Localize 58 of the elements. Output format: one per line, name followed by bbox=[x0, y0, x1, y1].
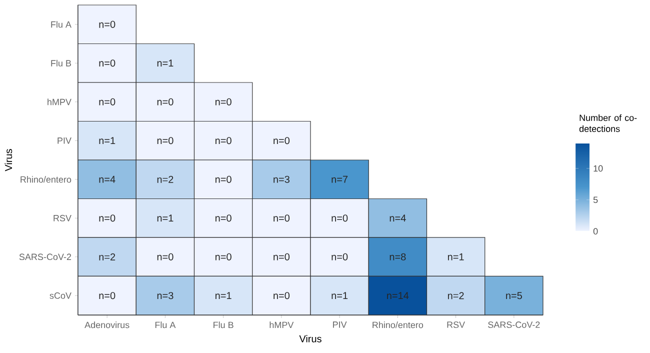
y-tick-label: SARS-CoV-2 bbox=[19, 254, 72, 260]
data-label: n=1 bbox=[332, 292, 348, 300]
data-label: n=0 bbox=[274, 292, 290, 300]
data-label: n=0 bbox=[99, 20, 116, 28]
data-label: n=0 bbox=[157, 137, 174, 144]
data-label: n=0 bbox=[215, 137, 232, 144]
data-label: n=0 bbox=[215, 98, 232, 106]
data-label: n=7 bbox=[332, 176, 348, 183]
data-label: n=0 bbox=[215, 253, 232, 260]
color-bar-title: Number of co-detections bbox=[579, 114, 637, 132]
y-axis-title: Virus bbox=[4, 149, 12, 172]
data-label: n=0 bbox=[332, 214, 348, 222]
color-bar-label: 0 bbox=[593, 228, 598, 234]
data-label: n=1 bbox=[157, 60, 174, 67]
data-label: n=0 bbox=[99, 98, 116, 106]
data-label: n=1 bbox=[215, 292, 232, 300]
y-tick-label: sCoV bbox=[50, 292, 72, 299]
y-tick-label: Flu B bbox=[51, 60, 72, 66]
data-label: n=0 bbox=[99, 60, 116, 67]
data-label: n=1 bbox=[99, 137, 116, 144]
x-tick-label: hMPV bbox=[270, 322, 294, 328]
data-label: n=5 bbox=[506, 292, 522, 300]
data-label: n=0 bbox=[274, 253, 290, 260]
x-tick-label: Flu B bbox=[214, 322, 234, 328]
data-label: n=2 bbox=[99, 253, 116, 260]
data-label: n=14 bbox=[387, 292, 409, 300]
x-tick-label: Rhino/entero bbox=[372, 322, 424, 328]
data-label: n=2 bbox=[448, 292, 464, 300]
x-tick-label: PIV bbox=[333, 322, 347, 328]
data-label: n=0 bbox=[157, 253, 174, 260]
x-tick-label: Flu A bbox=[155, 322, 176, 328]
x-axis-title: Virus bbox=[299, 334, 322, 342]
y-tick-label: Flu A bbox=[51, 21, 72, 28]
y-tick-label: hMPV bbox=[48, 98, 72, 106]
y-tick-label: Rhino/entero bbox=[20, 176, 72, 183]
data-label: n=0 bbox=[99, 292, 116, 300]
data-label: n=1 bbox=[157, 214, 174, 222]
data-label: n=4 bbox=[390, 214, 406, 222]
data-label: n=0 bbox=[274, 214, 290, 222]
x-tick-label: RSV bbox=[447, 322, 466, 328]
color-bar-label: 10 bbox=[594, 165, 603, 172]
data-label: n=0 bbox=[274, 137, 290, 144]
color-bar-label: 5 bbox=[593, 196, 598, 204]
x-tick-label: Adenovirus bbox=[84, 322, 130, 328]
data-label: n=3 bbox=[274, 176, 290, 183]
data-label: n=0 bbox=[157, 98, 174, 106]
data-label: n=0 bbox=[332, 253, 348, 260]
data-label: n=1 bbox=[448, 253, 464, 260]
data-label: n=0 bbox=[99, 214, 116, 222]
x-tick-label: SARS-CoV-2 bbox=[488, 322, 540, 328]
data-label: n=4 bbox=[99, 176, 116, 183]
data-label: n=3 bbox=[157, 292, 174, 300]
y-tick-label: RSV bbox=[54, 214, 72, 222]
data-label: n=8 bbox=[390, 253, 406, 260]
data-label: n=2 bbox=[157, 176, 174, 183]
data-label: n=0 bbox=[215, 214, 232, 222]
data-label: n=0 bbox=[215, 176, 232, 183]
y-tick-label: PIV bbox=[58, 138, 72, 144]
